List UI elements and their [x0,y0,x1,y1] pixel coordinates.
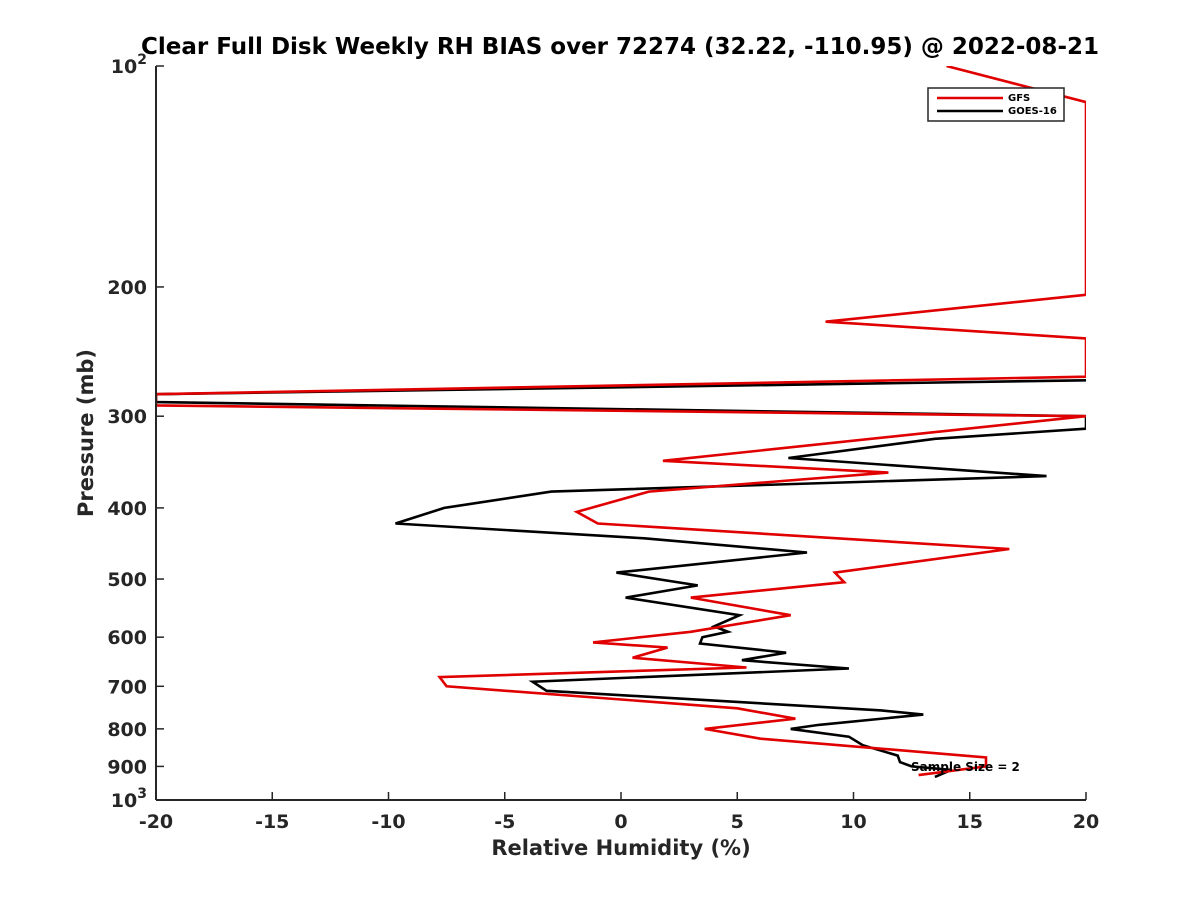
x-tick-label: 15 [957,811,983,833]
x-tick-label: -10 [371,811,405,833]
y-tick-label: 200 [107,277,147,299]
chart-title: Clear Full Disk Weekly RH BIAS over 7227… [141,34,1099,60]
x-tick-label: -15 [255,811,289,833]
series-line-gfs [156,66,1086,777]
x-tick-label: 10 [840,811,866,833]
x-axis-ticks: -20 -15 -10 -5 0 5 10 15 20 [139,792,1099,833]
y-tick-label: 400 [107,498,147,520]
y-tick-label: 800 [107,719,147,741]
x-axis-label: Relative Humidity (%) [491,836,750,860]
y-tick-label: 700 [107,676,147,698]
plot-lines [156,66,1086,779]
legend: GFS GOES-16 [927,87,1065,122]
x-tick-label: -5 [494,811,515,833]
y-axis-label: Pressure (mb) [74,349,98,517]
x-tick-label: 5 [731,811,744,833]
legend-label-goes16: GOES-16 [1008,106,1057,117]
y-tick-label: 900 [107,756,147,778]
x-tick-label: -20 [139,811,173,833]
x-tick-label: 20 [1073,811,1099,833]
legend-label-gfs: GFS [1008,93,1030,104]
y-tick-label: 300 [107,406,147,428]
y-tick-label: 600 [107,627,147,649]
legend-box [927,87,1065,122]
plot-area [156,66,1086,800]
series-line-goes16 [156,379,1086,779]
y-tick-label: 102 [111,52,147,78]
sample-size-annotation: Sample Size = 2 [911,760,1020,774]
x-tick-label: 0 [614,811,627,833]
y-tick-label: 500 [107,569,147,591]
y-tick-label: 103 [111,786,147,812]
y-axis-ticks: 102 200 300 400 500 600 700 800 900 103 [107,52,164,812]
